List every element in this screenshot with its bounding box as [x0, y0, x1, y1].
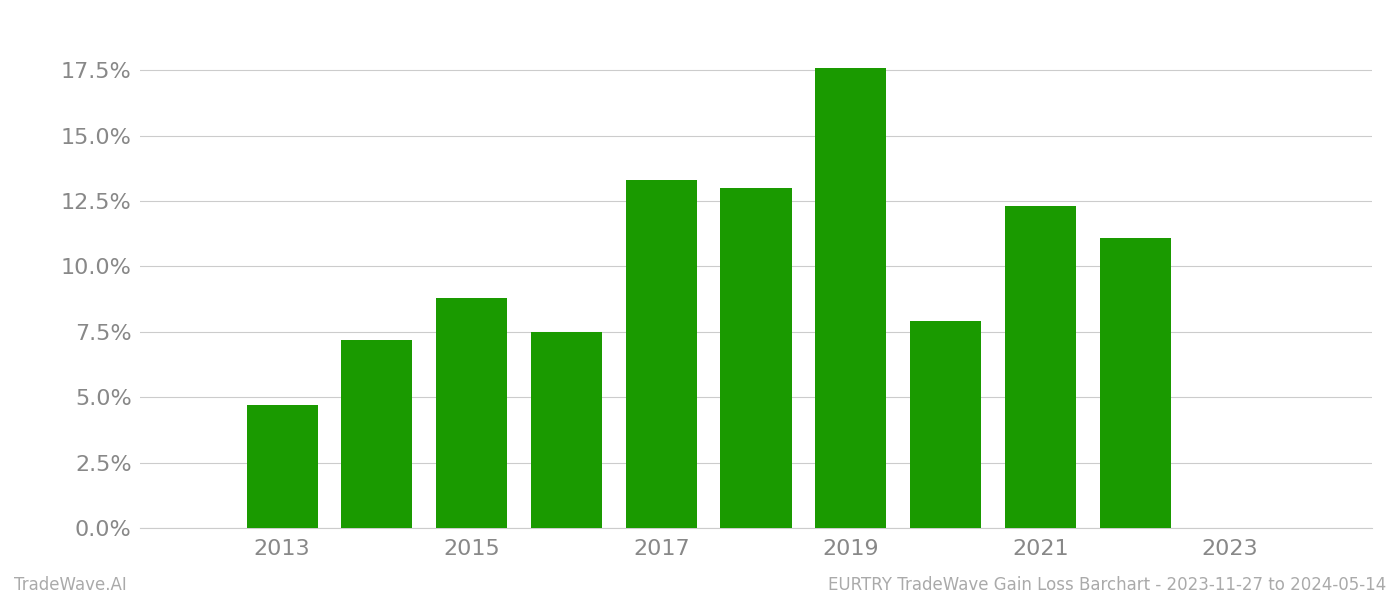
- Bar: [626, 180, 697, 528]
- Bar: [1005, 206, 1075, 528]
- Bar: [721, 188, 791, 528]
- Bar: [246, 405, 318, 528]
- Text: EURTRY TradeWave Gain Loss Barchart - 2023-11-27 to 2024-05-14: EURTRY TradeWave Gain Loss Barchart - 20…: [827, 576, 1386, 594]
- Bar: [910, 322, 981, 528]
- Bar: [437, 298, 507, 528]
- Text: TradeWave.AI: TradeWave.AI: [14, 576, 127, 594]
- Bar: [531, 332, 602, 528]
- Bar: [815, 68, 886, 528]
- Bar: [342, 340, 413, 528]
- Bar: [1099, 238, 1170, 528]
